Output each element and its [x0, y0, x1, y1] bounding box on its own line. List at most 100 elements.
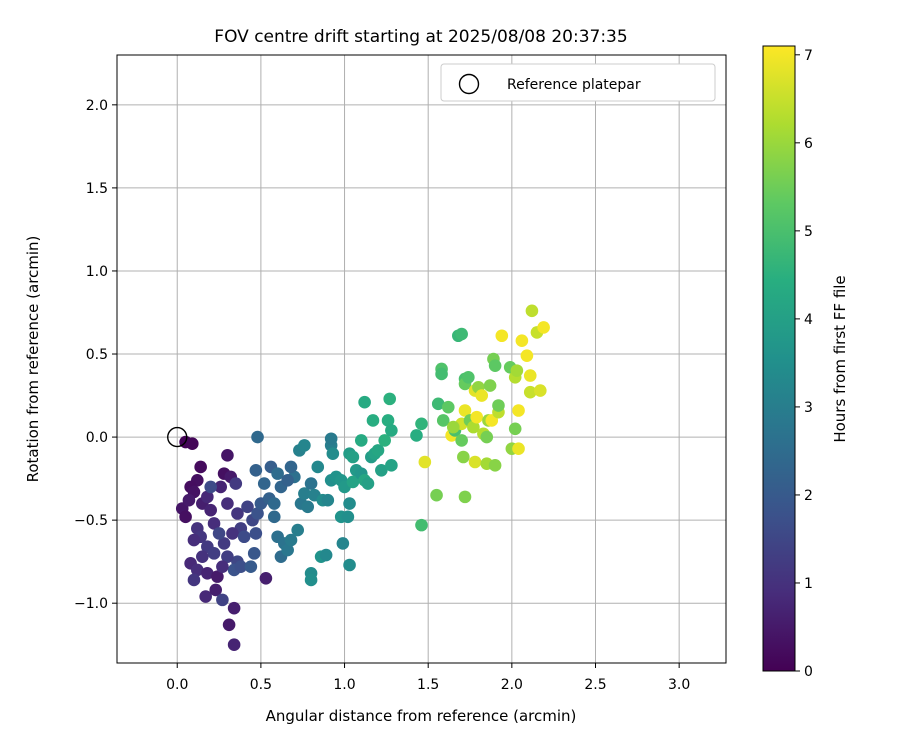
data-point: [458, 490, 472, 504]
data-point: [525, 304, 539, 318]
data-point: [222, 618, 236, 632]
data-point: [468, 455, 482, 469]
colorbar-tick-label: 6: [804, 136, 813, 152]
data-point: [259, 571, 273, 585]
colorbar: [762, 45, 796, 672]
x-tick-label: 1.0: [333, 677, 355, 693]
data-point: [512, 404, 525, 417]
data-point: [319, 548, 333, 562]
x-tick-label: 2.0: [501, 677, 523, 693]
data-point: [475, 389, 489, 402]
y-tick-label: 0.0: [86, 430, 108, 446]
data-point: [418, 455, 432, 469]
scatter-points: [167, 304, 550, 652]
data-point: [375, 464, 388, 477]
data-point: [483, 379, 497, 392]
data-point: [537, 321, 550, 334]
y-tick-label: −0.5: [74, 513, 108, 529]
data-point: [508, 422, 522, 436]
data-point: [455, 327, 468, 341]
colorbar-tick-label: 3: [804, 400, 813, 416]
data-point: [247, 547, 261, 560]
data-point: [209, 583, 223, 597]
data-point: [435, 367, 448, 381]
data-point: [533, 384, 547, 397]
data-point: [291, 523, 304, 537]
y-axis-ticks: −1.0 −0.5 0.0 0.5 1.0 1.5 2.0: [74, 98, 117, 612]
data-point: [204, 480, 217, 494]
data-point: [227, 601, 241, 615]
data-point: [495, 329, 509, 343]
data-point: [201, 566, 214, 580]
legend-marker-icon: [458, 73, 480, 95]
data-point: [182, 493, 196, 507]
data-point: [284, 460, 298, 474]
data-point: [237, 530, 251, 544]
data-point: [446, 420, 460, 434]
data-point: [185, 437, 199, 451]
data-point: [212, 527, 226, 540]
data-point: [441, 400, 455, 414]
x-tick-label: 0.0: [166, 677, 188, 693]
data-point: [378, 434, 391, 447]
data-point: [227, 638, 241, 652]
data-point: [207, 547, 221, 560]
y-tick-label: −1.0: [74, 596, 108, 612]
y-tick-label: 2.0: [86, 98, 108, 114]
data-point: [343, 558, 356, 572]
data-point: [410, 429, 423, 442]
data-point: [187, 533, 201, 547]
grid: [117, 55, 726, 663]
data-point: [304, 477, 318, 490]
data-point: [512, 442, 525, 456]
data-point: [281, 473, 294, 487]
data-point: [179, 510, 192, 524]
data-point: [251, 507, 264, 520]
data-point: [216, 560, 229, 573]
y-tick-label: 1.5: [86, 181, 108, 197]
data-point: [455, 434, 468, 447]
data-point: [211, 570, 224, 583]
colorbar-tick-label: 4: [804, 312, 813, 328]
data-point: [462, 370, 475, 384]
data-point: [515, 334, 529, 348]
data-point: [492, 399, 505, 412]
data-point: [284, 533, 298, 547]
data-point: [267, 497, 281, 510]
data-point: [221, 497, 234, 510]
data-point: [343, 497, 356, 510]
data-point: [458, 404, 472, 417]
data-point: [244, 560, 258, 573]
data-point: [523, 369, 537, 382]
data-point: [257, 477, 271, 490]
y-tick-label: 0.5: [86, 347, 108, 363]
data-point: [383, 392, 397, 406]
data-point: [457, 450, 470, 464]
data-point: [214, 480, 228, 494]
data-point: [470, 410, 484, 424]
data-point: [415, 518, 428, 532]
data-point: [221, 550, 234, 563]
colorbar-tick-label: 2: [804, 488, 813, 504]
data-point: [436, 414, 450, 427]
data-point: [217, 537, 231, 550]
data-point: [371, 444, 385, 457]
colorbar-tick-label: 1: [804, 576, 813, 592]
data-point: [229, 477, 243, 490]
data-point: [249, 527, 263, 540]
data-point: [321, 493, 335, 507]
x-axis-label: Angular distance from reference (arcmin): [266, 707, 577, 725]
x-tick-label: 2.5: [584, 677, 606, 693]
data-point: [520, 349, 534, 362]
data-point: [311, 460, 325, 474]
data-point: [361, 477, 375, 490]
data-point: [381, 414, 395, 427]
legend-box: [440, 63, 716, 102]
data-point: [430, 488, 443, 502]
data-point: [226, 527, 239, 540]
plot-frame: [116, 54, 727, 664]
data-point: [249, 464, 263, 477]
data-point: [216, 593, 229, 607]
colorbar-tick-label: 7: [804, 48, 813, 64]
